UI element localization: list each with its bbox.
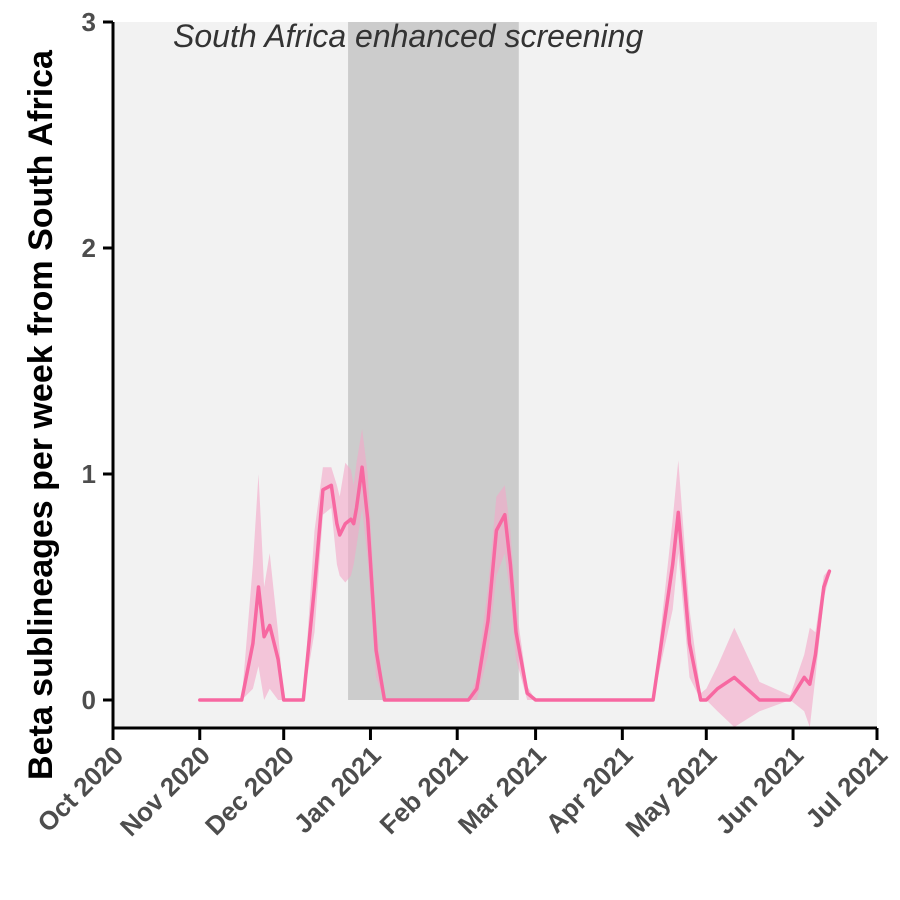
- series-line: [198, 465, 832, 702]
- y-tick-label: 1: [82, 459, 96, 489]
- y-axis-ticks: 0 1 2 3: [82, 7, 113, 715]
- y-tick-label: 0: [82, 685, 96, 715]
- y-tick-label: 3: [82, 7, 96, 37]
- x-tick-label: May 2021: [620, 740, 723, 843]
- y-axis-title: Beta sublineages per week from South Afr…: [22, 49, 60, 780]
- x-tick-label: Nov 2020: [114, 740, 216, 842]
- x-tick-label: Jun 2021: [709, 740, 809, 840]
- x-tick-label: Jul 2021: [799, 740, 893, 834]
- x-tick-label: Jan 2021: [288, 740, 387, 839]
- annotation-label: South Africa enhanced screening: [173, 18, 643, 54]
- y-tick-label: 2: [82, 233, 96, 263]
- x-tick-label: Dec 2020: [199, 740, 300, 841]
